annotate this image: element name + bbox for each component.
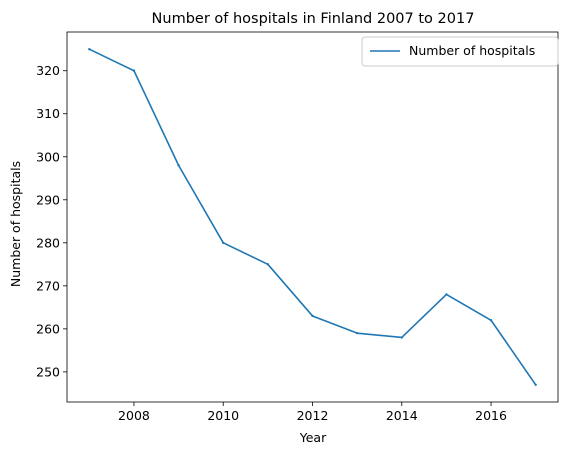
data-point [400, 336, 403, 339]
data-point [88, 48, 91, 51]
data-point [311, 314, 314, 318]
data-point [355, 331, 359, 335]
data-point [489, 319, 493, 322]
y-tick-label: 300 [36, 149, 60, 164]
series-line [88, 48, 537, 386]
x-tick-label: 2012 [297, 408, 329, 423]
y-tick-label: 310 [36, 106, 60, 121]
y-tick-label: 290 [36, 192, 60, 207]
legend-box [361, 36, 559, 67]
legend: Number of hospitals [361, 36, 559, 67]
x-tick-label: 2014 [386, 408, 418, 423]
x-tick-label: 2008 [118, 408, 150, 423]
chart-title: Number of hospitals in Finland 2007 to 2… [152, 11, 475, 27]
x-tick-label: 2016 [475, 408, 507, 423]
plot-area: 2008 2010 2012 2014 2016 250 260 270 280 290 300 31… [36, 31, 559, 423]
data-point [177, 164, 180, 167]
plot-frame [66, 31, 559, 403]
data-point [222, 241, 225, 245]
x-tick-label: 2010 [207, 408, 239, 423]
legend-entry-label: Number of hospitals [409, 43, 535, 58]
data-point [534, 383, 537, 386]
data-point [266, 263, 270, 266]
y-tick-label: 280 [36, 235, 60, 250]
y-tick-label: 250 [36, 364, 60, 379]
y-tick-label: 270 [36, 278, 60, 293]
y-axis-label: Number of hospitals [8, 161, 23, 287]
data-point [445, 293, 448, 296]
data-point [132, 69, 136, 72]
y-tick-label: 320 [36, 63, 60, 78]
y-tick-label: 260 [36, 321, 60, 336]
x-axis-label: Year [299, 430, 327, 445]
